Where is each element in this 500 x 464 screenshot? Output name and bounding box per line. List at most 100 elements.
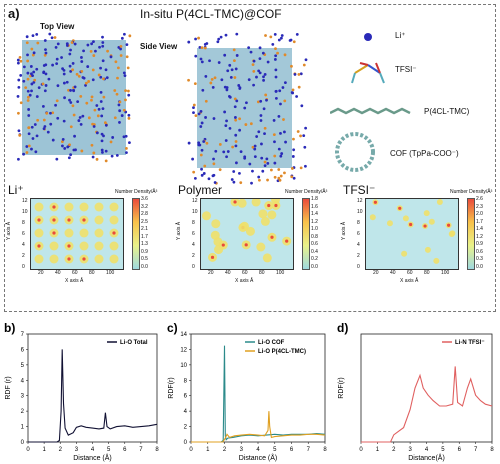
heat-ytick: 8 xyxy=(357,220,360,226)
heat-xlabel: X axis Å xyxy=(65,278,84,284)
x-axis-label: Distance(Å) xyxy=(408,453,445,462)
heat-xtick: 20 xyxy=(38,270,44,276)
cbar-tick: 0.0 xyxy=(476,263,483,270)
top-view-label: Top View xyxy=(40,22,75,31)
heat-ytick: 6 xyxy=(357,231,360,237)
x-axis-label: Distance (Å) xyxy=(73,453,112,462)
heatmap-title-1: Polymer xyxy=(178,183,223,197)
heatmap-title-2: TFSI⁻ xyxy=(343,183,376,197)
heatmap-title-0: Li⁺ xyxy=(8,183,24,197)
y-tick-label: 14 xyxy=(180,332,187,338)
legend-polymer: P(4CL-TMC) xyxy=(424,107,470,116)
y-tick-label: 12 xyxy=(180,347,187,353)
y-tick-label: 5 xyxy=(21,363,25,369)
y-tick-label: 2 xyxy=(21,409,25,415)
x-tick-label: 3 xyxy=(240,447,244,453)
y-axis-label: RDF(r) xyxy=(338,377,345,398)
x-tick-label: 4 xyxy=(425,447,429,453)
panel-a-label: a) xyxy=(8,6,20,21)
cbar-tick: 3.2 xyxy=(141,203,148,210)
heat-xlabel: X axis Å xyxy=(400,278,419,284)
side-view-label: Side View xyxy=(140,42,178,51)
y-tick-label: 2 xyxy=(184,425,188,431)
legend-entry: Li-N TFSI⁻ xyxy=(455,340,485,346)
heat-ytick: 4 xyxy=(192,242,195,248)
x-tick-label: 0 xyxy=(359,447,363,453)
y-tick-label: 6 xyxy=(21,347,25,353)
legend-tfsi: TFSI⁻ xyxy=(395,65,417,74)
x-tick-label: 8 xyxy=(323,447,327,453)
heat-ytick: 10 xyxy=(22,209,28,215)
x-axis-label: Distance (Å) xyxy=(239,453,278,462)
cbar-tick: 2.0 xyxy=(476,211,483,217)
y-axis-label: RDF (r) xyxy=(5,376,12,399)
cbar-tick: 0.2 xyxy=(311,256,318,262)
cbar-tick: 1.8 xyxy=(311,196,318,202)
legend-entry: Li-O Total xyxy=(120,340,148,346)
heat-xtick: 40 xyxy=(390,270,396,276)
x-tick-label: 4 xyxy=(256,447,260,453)
cbar-tick: 0.8 xyxy=(311,233,318,240)
series-line-0 xyxy=(361,366,493,443)
y-tick-label: 8 xyxy=(184,378,188,384)
x-tick-label: 5 xyxy=(273,447,277,453)
heatmap-1 xyxy=(200,198,294,270)
top-view-snapshot xyxy=(16,32,132,163)
heat-ytick: 4 xyxy=(357,242,360,248)
heatmap-0 xyxy=(30,198,124,270)
heat-xtick: 60 xyxy=(407,270,413,276)
x-tick-label: 2 xyxy=(223,447,227,453)
heat-ytick: 2 xyxy=(192,253,195,259)
cbar-tick: 0.4 xyxy=(311,248,318,255)
heat-xtick: 80 xyxy=(424,270,430,276)
y-tick-label: 7 xyxy=(21,332,25,338)
heat-ytick: 12 xyxy=(22,198,28,204)
heat-xtick: 80 xyxy=(259,270,265,276)
side-view-snapshot xyxy=(187,32,308,185)
x-tick-label: 3 xyxy=(408,447,412,453)
heat-xlabel: X axis Å xyxy=(235,278,254,284)
panel-label: c) xyxy=(167,321,178,335)
cbar-tick: 2.1 xyxy=(141,226,148,232)
y-tick-label: 6 xyxy=(184,394,188,400)
cbar-tick: 1.4 xyxy=(476,226,483,232)
cbar-tick: 0.0 xyxy=(141,263,148,270)
heat-ytick: 12 xyxy=(192,198,198,204)
heat-ytick: 2 xyxy=(357,253,360,259)
x-tick-label: 2 xyxy=(59,447,63,453)
x-tick-label: 2 xyxy=(392,447,396,453)
cbar-tick: 2.3 xyxy=(476,203,483,210)
heat-ytick: 4 xyxy=(22,242,25,248)
heat-xtick: 40 xyxy=(225,270,231,276)
cbar-tick: 0.6 xyxy=(311,241,318,247)
y-tick-label: 4 xyxy=(21,378,25,384)
cbar-tick: 1.4 xyxy=(311,211,318,217)
cof-ring-icon xyxy=(335,132,375,172)
heat-xtick: 20 xyxy=(373,270,379,276)
x-tick-label: 5 xyxy=(107,447,111,453)
cbar-tick: 1.2 xyxy=(311,218,318,225)
panel-label: d) xyxy=(337,321,348,335)
x-tick-label: 7 xyxy=(139,447,143,453)
cbar-tick: 1.0 xyxy=(311,226,318,232)
cbar-tick: 1.7 xyxy=(476,218,483,225)
legend-entry: Li-O COF xyxy=(258,340,285,346)
cbar-tick: 1.2 xyxy=(476,233,483,240)
heatmap-cbar-title-1: Number Density/Å³ xyxy=(285,189,328,195)
heat-xtick: 100 xyxy=(441,270,450,276)
heat-ytick: 0 xyxy=(357,264,360,270)
heatmap-colorbar-2 xyxy=(467,198,475,270)
cbar-tick: 1.7 xyxy=(141,233,148,240)
cbar-tick: 1.3 xyxy=(141,241,148,247)
y-tick-label: 1 xyxy=(21,425,25,431)
heat-xtick: 40 xyxy=(55,270,61,276)
cbar-tick: 3.6 xyxy=(141,196,148,202)
species-legend: Li⁺ TFSI⁻ P(4CL-TMC) COF (TpPa-COO⁻) xyxy=(330,25,495,175)
y-tick-label: 0 xyxy=(184,440,188,446)
x-tick-label: 8 xyxy=(155,447,159,453)
x-tick-label: 0 xyxy=(189,447,193,453)
x-tick-label: 6 xyxy=(290,447,294,453)
panel-label: b) xyxy=(4,321,15,335)
series-line-0 xyxy=(28,349,158,443)
